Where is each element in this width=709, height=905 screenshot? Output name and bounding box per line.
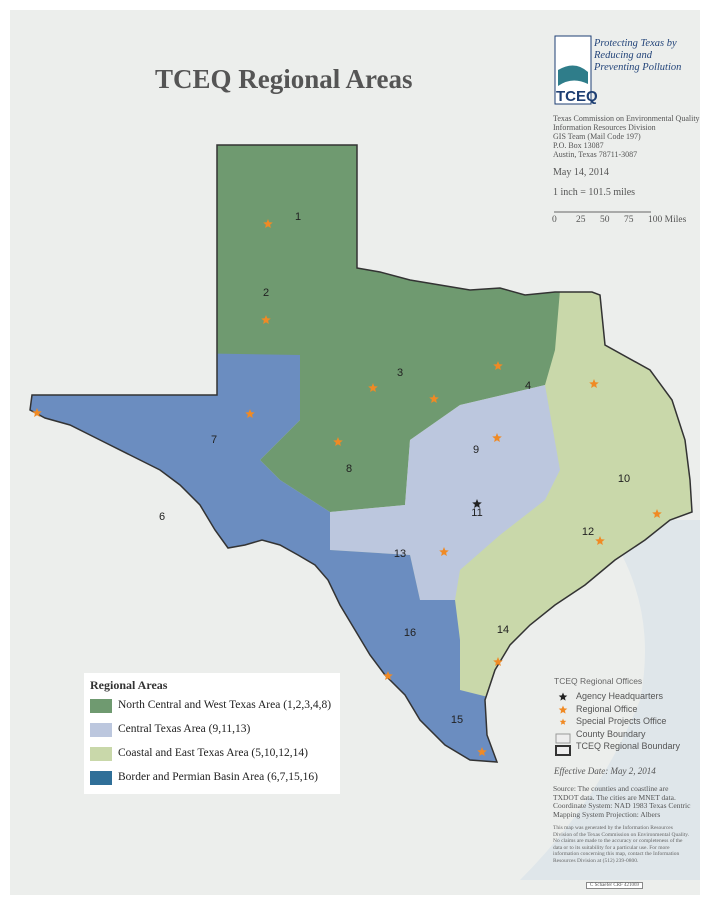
office-star bbox=[558, 705, 568, 714]
agency-line: Austin, Texas 78711-3087 bbox=[553, 150, 638, 159]
region-label: 6 bbox=[159, 511, 165, 523]
scale-label: 75 bbox=[624, 215, 634, 225]
office-star bbox=[493, 657, 503, 666]
logo-text: TCEQ bbox=[556, 88, 598, 105]
offices bbox=[32, 219, 662, 756]
office-star bbox=[333, 437, 343, 446]
legend-label: Border and Permian Basin Area (6,7,15,16… bbox=[118, 771, 318, 783]
source-note: Source: The counties and coastline are T… bbox=[553, 784, 691, 819]
legend-label: Coastal and East Texas Area (5,10,12,14) bbox=[118, 747, 308, 759]
region-label: 4 bbox=[525, 380, 531, 392]
offices-legend-item: Agency Headquarters bbox=[576, 691, 664, 701]
office-star bbox=[559, 718, 567, 725]
office-star bbox=[429, 394, 439, 403]
office-star bbox=[652, 509, 662, 518]
scale-text: 1 inch = 101.5 miles bbox=[553, 187, 636, 198]
office-star bbox=[245, 409, 255, 418]
legend-swatch bbox=[90, 771, 112, 785]
office-star bbox=[492, 433, 502, 442]
region-label: 16 bbox=[404, 627, 416, 639]
office-star bbox=[263, 219, 273, 228]
office-star bbox=[472, 499, 482, 508]
scale-label: 0 bbox=[552, 215, 557, 225]
offices-legend-item: Regional Office bbox=[576, 703, 638, 714]
region-label: 13 bbox=[394, 548, 406, 560]
region-label: 1 bbox=[295, 211, 301, 223]
scale-label: 50 bbox=[600, 215, 610, 225]
office-star bbox=[368, 383, 378, 392]
offices-legend-item: Special Projects Office bbox=[576, 716, 667, 726]
boundary-swatch bbox=[555, 745, 571, 756]
logo-wave bbox=[558, 65, 588, 86]
agency-line: Information Resources Division bbox=[553, 123, 656, 132]
gulf bbox=[520, 520, 700, 880]
agency-line: P.O. Box 13087 bbox=[553, 141, 604, 150]
legend-swatch bbox=[90, 747, 112, 761]
office-star bbox=[383, 671, 393, 680]
offices-legend-item: County Boundary bbox=[576, 728, 646, 739]
legend: Regional Areas North Central and West Te… bbox=[84, 673, 340, 794]
agency-line: GIS Team (Mail Code 197) bbox=[553, 132, 641, 141]
region-label: 2 bbox=[263, 287, 269, 299]
disclaimer: This map was generated by the Informatio… bbox=[553, 825, 690, 864]
office-star bbox=[477, 747, 487, 756]
region-label: 9 bbox=[473, 444, 479, 456]
agency-info: Texas Commission on Environmental Qualit… bbox=[553, 114, 700, 159]
region-label: 10 bbox=[618, 473, 630, 485]
region-label: 11 bbox=[471, 507, 482, 519]
credit: C Schaefer CRF 421069 bbox=[586, 882, 644, 889]
office-star bbox=[32, 408, 42, 417]
office-star bbox=[439, 547, 449, 556]
county-swatch bbox=[555, 733, 571, 744]
legend-title: Regional Areas bbox=[90, 678, 168, 692]
scale-label: 25 bbox=[576, 215, 586, 225]
office-star bbox=[595, 536, 605, 545]
region-label: 12 bbox=[582, 526, 594, 538]
region-label: 8 bbox=[346, 463, 352, 475]
central-region bbox=[330, 385, 560, 600]
legend-swatch bbox=[90, 723, 112, 737]
scale-label: 100 Miles bbox=[648, 215, 687, 225]
region-label: 14 bbox=[497, 624, 509, 636]
offices-legend-title: TCEQ Regional Offices bbox=[554, 676, 643, 686]
map-date: May 14, 2014 bbox=[553, 167, 609, 178]
legend-label: North Central and West Texas Area (1,2,3… bbox=[118, 699, 332, 711]
offices-legend-item: TCEQ Regional Boundary bbox=[576, 741, 681, 751]
office-star bbox=[558, 692, 568, 701]
region-label: 7 bbox=[211, 434, 217, 446]
office-star bbox=[589, 379, 599, 388]
title: TCEQ Regional Areas bbox=[155, 64, 413, 94]
region-label: 15 bbox=[451, 714, 463, 726]
legend-swatch bbox=[90, 699, 112, 713]
logo-tagline: Protecting Texas by Reducing and Prevent… bbox=[594, 38, 682, 73]
office-star bbox=[493, 361, 503, 370]
legend-label: Central Texas Area (9,11,13) bbox=[118, 723, 251, 735]
agency-line: Texas Commission on Environmental Qualit… bbox=[553, 114, 700, 123]
office-star bbox=[261, 315, 271, 324]
effective-date: Effective Date: May 2, 2014 bbox=[554, 766, 656, 776]
region-label: 3 bbox=[397, 367, 403, 379]
